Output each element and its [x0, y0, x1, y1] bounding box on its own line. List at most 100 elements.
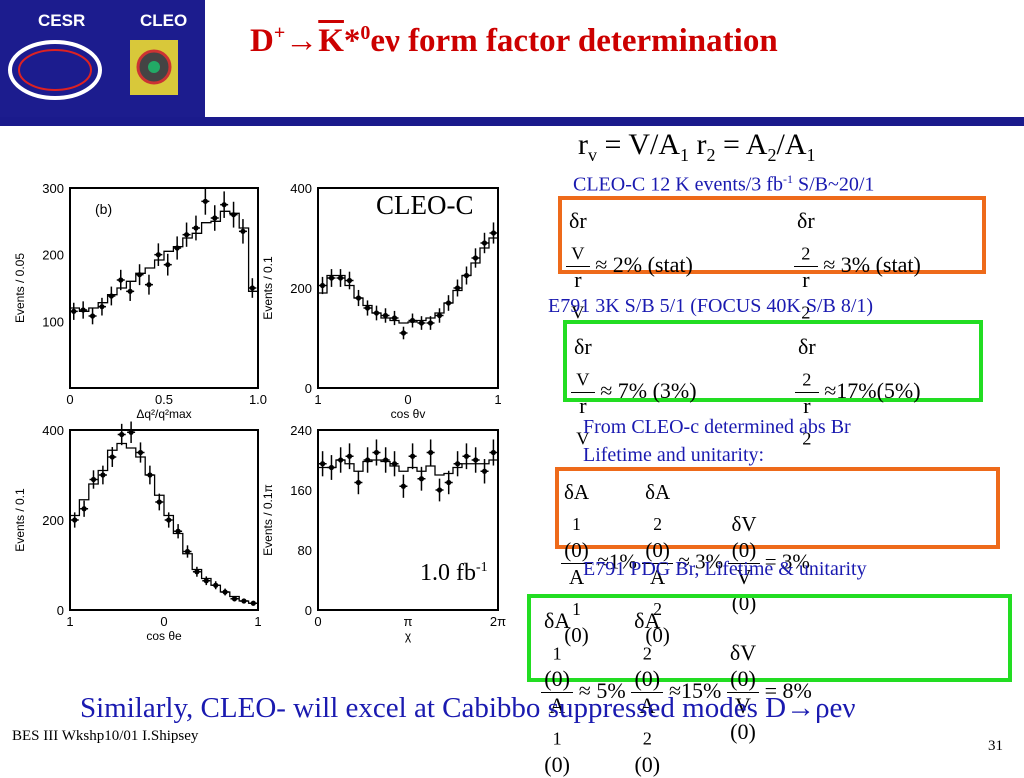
data-point	[391, 461, 398, 467]
data-point	[174, 245, 180, 251]
data-point	[481, 468, 488, 474]
data-point	[155, 252, 161, 258]
cleoc-v-value: = 3%	[764, 549, 810, 574]
data-point	[202, 198, 208, 204]
x-tick-label: 2π	[490, 614, 506, 629]
x-tick-label: 0.5	[155, 392, 173, 407]
from-cleoc-text: From CLEO-c determined abs Br Lifetime a…	[583, 416, 851, 466]
data-point	[99, 304, 105, 310]
data-point	[373, 310, 380, 316]
cleoc-stats-text: CLEO-C 12 K events/3 fb-1 S/B~20/1	[573, 172, 875, 196]
data-point	[250, 600, 256, 606]
cabibbo-note: Similarly, CLEO- will excel at Cabibbo s…	[80, 692, 856, 724]
data-point	[231, 596, 238, 602]
y-tick-label: 160	[290, 483, 312, 498]
data-point	[481, 240, 488, 246]
data-point	[194, 569, 200, 575]
data-point	[428, 449, 434, 456]
data-point	[472, 255, 479, 261]
fit-histogram	[69, 442, 258, 610]
data-point	[109, 454, 115, 460]
data-point	[328, 464, 335, 471]
data-point	[446, 479, 452, 486]
slide-title: D+→K*0eν form factor determination	[250, 22, 778, 59]
data-point	[212, 215, 218, 221]
data-point	[249, 285, 255, 291]
y-tick-label: 0	[305, 603, 312, 618]
data-point	[213, 582, 219, 588]
y-tick-label: 100	[42, 314, 64, 329]
x-tick-label: 1.0	[249, 392, 267, 407]
e791-a2-value: ≈15%	[668, 677, 722, 703]
luminosity-label: 1.0 fb-1	[420, 560, 488, 586]
y-axis-label: Events / 0.1	[13, 488, 27, 552]
data-point	[71, 308, 77, 314]
data-point	[319, 282, 326, 289]
data-point	[490, 230, 497, 236]
data-point	[108, 293, 114, 299]
data-point	[436, 312, 443, 319]
cleoc-r2-value: ≈ 3% (stat)	[823, 251, 921, 277]
data-point	[328, 275, 335, 281]
e791-r2-value: ≈17%(5%)	[824, 377, 921, 403]
data-point	[338, 457, 344, 463]
data-point	[146, 282, 152, 288]
data-point	[418, 476, 425, 482]
e791-stats-text: E791 3K S/B 5/1 (FOCUS 40K S/B 8/1)	[548, 295, 874, 317]
data-point	[147, 472, 153, 478]
y-tick-label: 0	[57, 603, 64, 618]
y-tick-label: 300	[42, 181, 64, 196]
data-point	[90, 476, 97, 483]
x-axis-label: χ	[405, 629, 412, 643]
ring-icon	[8, 40, 102, 100]
data-point	[100, 472, 106, 478]
data-point	[346, 453, 353, 459]
footer-conference: BES III Wkshp10/01 I.Shipsey	[12, 728, 199, 744]
data-point	[391, 315, 398, 321]
x-tick-label: 1	[314, 392, 321, 407]
data-point	[463, 453, 470, 459]
data-point	[128, 429, 134, 435]
cleoc-a2-value: ≈ 3%	[678, 549, 724, 574]
data-point	[137, 449, 144, 456]
cleoc-rv-value: ≈ 2% (stat)	[595, 251, 693, 277]
data-point	[175, 528, 181, 534]
x-axis-label: cos θv	[391, 407, 426, 421]
data-point	[409, 453, 416, 459]
data-point	[382, 312, 389, 319]
data-point	[222, 589, 228, 595]
data-point	[241, 598, 247, 604]
data-point	[473, 457, 479, 463]
plot-frame	[317, 187, 499, 389]
fit-histogram	[317, 237, 498, 388]
data-point	[454, 285, 461, 291]
e791-pdg-text: E791 PDG Br, Lifetime & unitarity	[583, 558, 867, 580]
data-point	[156, 499, 162, 505]
x-tick-label: 0	[66, 392, 73, 407]
y-tick-label: 200	[290, 281, 312, 296]
page-number: 31	[988, 738, 1003, 754]
data-point	[193, 225, 199, 231]
data-point	[81, 506, 87, 512]
data-point	[400, 330, 407, 336]
data-point	[319, 461, 326, 467]
x-tick-label: 1	[254, 614, 261, 629]
e791-a1-value: ≈ 5%	[578, 677, 626, 703]
data-point	[240, 228, 246, 234]
data-point	[203, 578, 209, 584]
data-point	[418, 320, 425, 326]
data-point	[383, 457, 389, 463]
x-tick-label: 1	[494, 392, 501, 407]
ratio-definitions: rv = V/A1 r2 = A2/A1	[578, 128, 816, 165]
data-point	[355, 479, 362, 486]
header-bar	[0, 117, 1024, 126]
x-tick-label: 0	[314, 614, 321, 629]
data-point	[89, 313, 96, 319]
data-point	[183, 232, 190, 238]
e791-rv-value: ≈ 7% (3%)	[600, 377, 697, 403]
data-point	[409, 317, 416, 324]
plot-frame	[69, 429, 259, 611]
data-point	[490, 449, 497, 456]
